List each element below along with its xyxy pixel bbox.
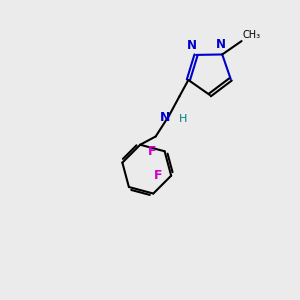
Text: N: N xyxy=(187,39,196,52)
Text: F: F xyxy=(154,169,163,182)
Text: N: N xyxy=(216,38,226,51)
Text: H: H xyxy=(178,114,187,124)
Text: CH₃: CH₃ xyxy=(242,31,260,40)
Text: F: F xyxy=(148,145,156,158)
Text: N: N xyxy=(160,111,170,124)
